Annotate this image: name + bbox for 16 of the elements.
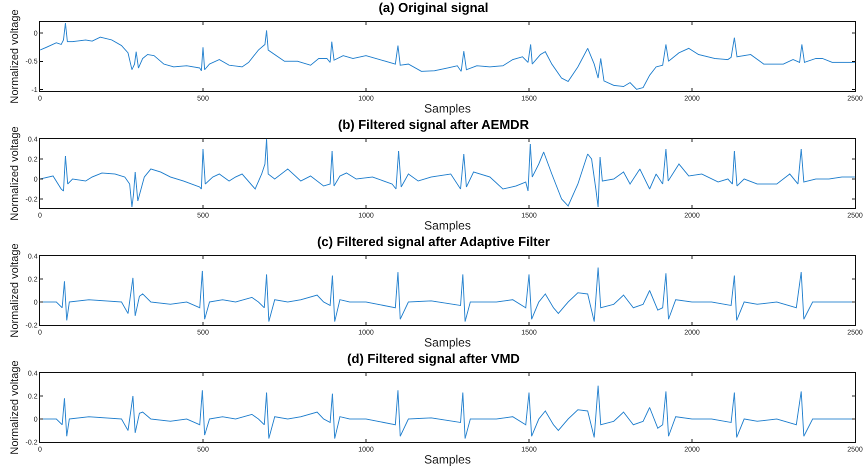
chart-title: (a) Original signal — [378, 0, 488, 16]
x-axis-title: Samples — [424, 452, 471, 466]
x-axis-title: Samples — [424, 101, 471, 116]
line-series — [40, 139, 855, 208]
y-axis-title: Normalized voltage — [9, 360, 22, 455]
chart-title: (b) Filtered signal after AEMDR — [338, 117, 530, 132]
line-series — [40, 267, 855, 322]
line-series — [40, 22, 855, 90]
x-axis-title: Samples — [424, 335, 471, 350]
chart-title: (d) Filtered signal after VMD — [347, 351, 520, 366]
chart-title: (c) Filtered signal after Adaptive Filter — [317, 234, 550, 250]
x-axis-title: Samples — [424, 218, 471, 232]
line-series — [40, 385, 855, 440]
y-axis-title: Normalized voltage — [9, 9, 22, 104]
y-axis-title: Normalized voltage — [9, 243, 22, 338]
y-axis-title: Normalized voltage — [9, 126, 22, 221]
